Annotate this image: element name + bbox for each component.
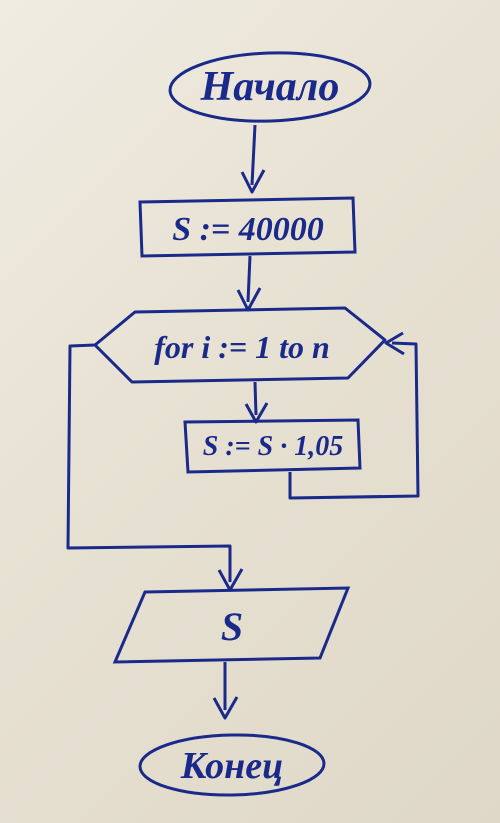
output-label: S [221,604,243,649]
body-label: S := S · 1,05 [203,431,343,462]
edge-start-init [252,125,255,185]
loop-label: for i := 1 to n [154,329,330,365]
init-label: S := 40000 [172,211,324,248]
start-label: Начало [200,64,340,110]
end-label: Конец [180,745,283,787]
edge-init-loop [248,256,250,302]
flowchart-svg: Начало S := 40000 for i := 1 to n S := S… [0,0,500,823]
paper-background: Начало S := 40000 for i := 1 to n S := S… [0,0,500,823]
edge-loop-body [255,382,256,415]
